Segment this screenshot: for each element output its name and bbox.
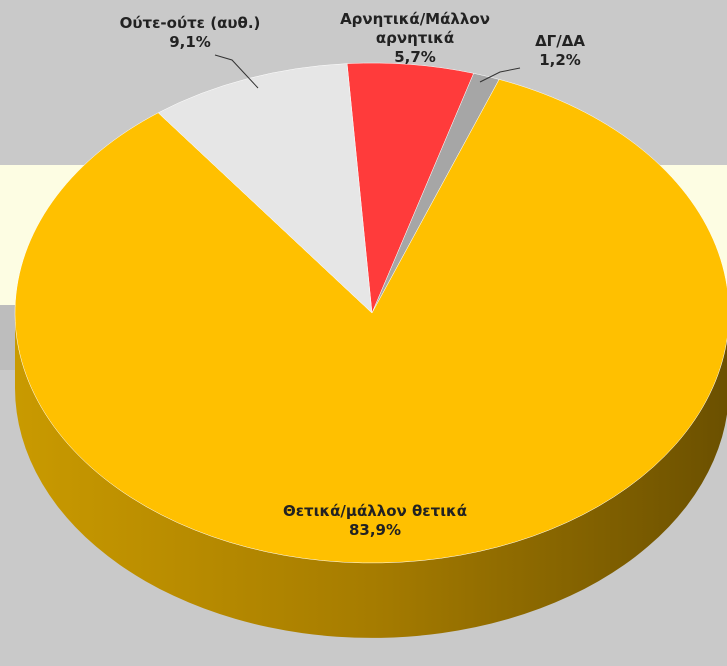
leader-line: [479, 67, 521, 83]
category-label: Θετικά/μάλλον θετικά: [282, 502, 468, 520]
pie-slice: [346, 62, 474, 314]
slice-label: ΔΓ/ΔΑ 1,2%: [515, 32, 605, 70]
slice-label: Θετικά/μάλλον θετικά 83,9%: [240, 502, 510, 540]
category-label: Αρνητικά/Μάλλον αρνητικά: [340, 10, 490, 47]
slice-label: Ούτε-ούτε (αυθ.) 9,1%: [90, 14, 290, 52]
value-label: 9,1%: [169, 33, 211, 51]
leader-line: [214, 54, 259, 89]
pie-side: [15, 313, 727, 638]
value-label: 1,2%: [539, 51, 581, 69]
value-label: 83,9%: [348, 521, 402, 539]
pie-slice: [14, 79, 727, 564]
pie-slice: [157, 63, 373, 314]
slice-label: Αρνητικά/Μάλλον αρνητικά 5,7%: [315, 10, 515, 67]
category-label: ΔΓ/ΔΑ: [535, 32, 585, 50]
value-label: 5,7%: [394, 48, 436, 66]
category-label: Ούτε-ούτε (αυθ.): [119, 14, 261, 32]
